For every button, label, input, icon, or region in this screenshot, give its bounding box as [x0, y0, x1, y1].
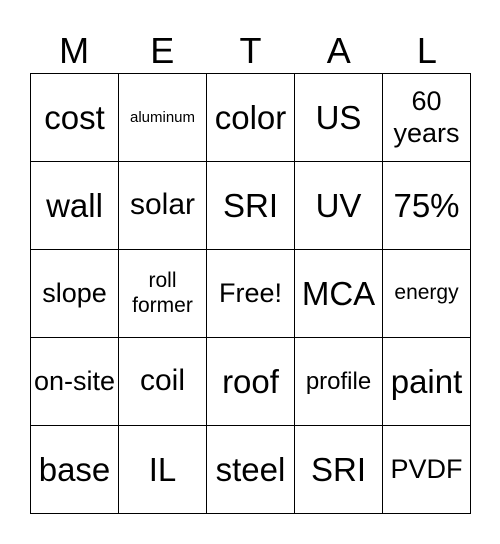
bingo-cell[interactable]: 60 years: [383, 74, 471, 162]
header-letter-m: M: [59, 30, 90, 71]
bingo-cell[interactable]: SRI: [207, 162, 295, 250]
bingo-cell[interactable]: SRI: [295, 426, 383, 514]
bingo-cell[interactable]: MCA: [295, 250, 383, 338]
bingo-cell[interactable]: profile: [295, 338, 383, 426]
bingo-cell[interactable]: solar: [119, 162, 207, 250]
bingo-cell[interactable]: UV: [295, 162, 383, 250]
bingo-header: M E T A L: [30, 28, 471, 74]
bingo-cell[interactable]: coil: [119, 338, 207, 426]
bingo-cell[interactable]: US: [295, 74, 383, 162]
bingo-cell[interactable]: paint: [383, 338, 471, 426]
free-space-cell[interactable]: Free!: [207, 250, 295, 338]
bingo-cell[interactable]: base: [31, 426, 119, 514]
bingo-board: cost aluminum color US 60 years wall sol…: [30, 73, 471, 514]
bingo-cell[interactable]: roll former: [119, 250, 207, 338]
bingo-cell[interactable]: cost: [31, 74, 119, 162]
header-letter-l: L: [416, 30, 437, 71]
bingo-cell[interactable]: steel: [207, 426, 295, 514]
bingo-cell[interactable]: slope: [31, 250, 119, 338]
header-letter-e: E: [150, 30, 175, 71]
bingo-cell[interactable]: roof: [207, 338, 295, 426]
bingo-cell[interactable]: wall: [31, 162, 119, 250]
header-letter-t: T: [239, 30, 262, 71]
header-letter-a: A: [326, 30, 351, 71]
bingo-cell[interactable]: 75%: [383, 162, 471, 250]
bingo-cell[interactable]: on-site: [31, 338, 119, 426]
bingo-cell[interactable]: energy: [383, 250, 471, 338]
bingo-cell[interactable]: aluminum: [119, 74, 207, 162]
bingo-cell[interactable]: color: [207, 74, 295, 162]
bingo-cell[interactable]: IL: [119, 426, 207, 514]
bingo-cell[interactable]: PVDF: [383, 426, 471, 514]
